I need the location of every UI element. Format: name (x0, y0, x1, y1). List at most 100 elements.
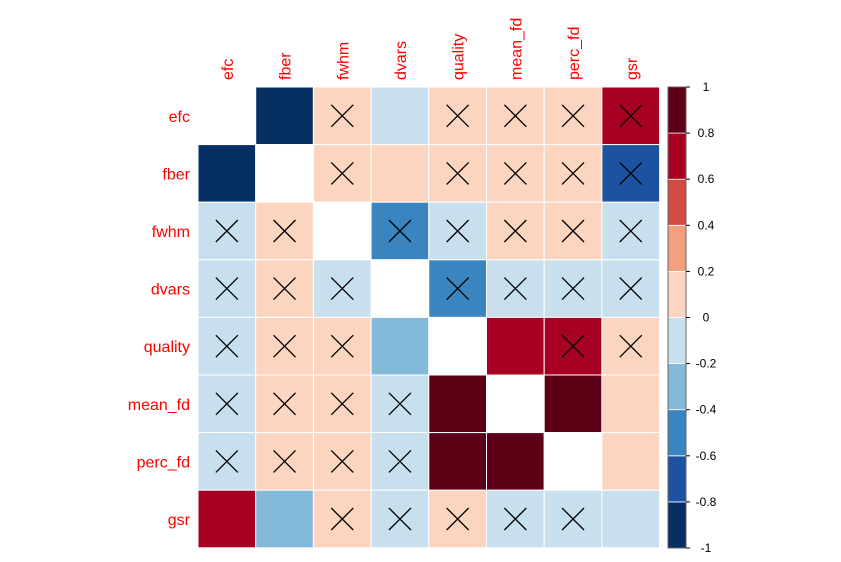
cross-mark-dvars-fwhm (330, 277, 354, 301)
colorbar-tick-label-10: -1 (701, 541, 712, 555)
cross-mark-efc-mean_fd (503, 104, 527, 128)
cell-perc_fd-mean_fd (486, 432, 545, 491)
cell-quality-mean_fd (486, 316, 545, 376)
cross-mark-gsr-perc_fd (561, 507, 585, 531)
colorbar-tick-label-9: -0.8 (696, 495, 717, 509)
cross-mark-quality-perc_fd (561, 334, 585, 358)
column-label-efc: efc (220, 59, 237, 80)
cell-fber-dvars (370, 144, 430, 203)
cross-mark-perc_fd-fwhm (330, 449, 354, 473)
cross-mark-mean_fd-efc (215, 392, 239, 416)
colorbar-tick-label-2: 0.6 (698, 172, 715, 186)
row-label-perc_fd: perc_fd (137, 454, 190, 471)
colorbar-tick-label-0: 1 (703, 80, 710, 94)
cross-mark-mean_fd-fwhm (330, 392, 354, 416)
cell-mean_fd-quality (428, 374, 487, 434)
cell-mean_fd-perc_fd (543, 374, 603, 434)
cross-mark-quality-fwhm (330, 334, 354, 358)
cross-mark-dvars-efc (215, 277, 239, 301)
cell-gsr-dvars (370, 489, 430, 549)
row-label-fwhm: fwhm (152, 224, 190, 241)
cross-mark-efc-gsr (619, 104, 643, 128)
cross-mark-fwhm-gsr (619, 219, 643, 243)
cross-mark-dvars-fber (273, 277, 297, 301)
cell-fwhm-fwhm (312, 201, 372, 261)
cross-mark-fwhm-perc_fd (561, 219, 585, 243)
cell-perc_fd-perc_fd (543, 432, 603, 491)
cross-mark-efc-quality (446, 104, 470, 128)
colorbar-tick-label-6: -0.2 (696, 357, 717, 371)
cell-gsr-efc (197, 489, 257, 549)
colorbar-bin-2 (667, 409, 687, 457)
cell-quality-dvars (370, 316, 430, 376)
cell-efc-dvars (370, 86, 430, 146)
row-label-dvars: dvars (151, 282, 190, 299)
cross-mark-quality-gsr (619, 334, 643, 358)
column-label-perc_fd: perc_fd (566, 27, 583, 80)
colorbar-bin-0 (667, 501, 687, 549)
colorbar-bin-8 (667, 132, 687, 180)
cross-mark-fwhm-fber (273, 219, 297, 243)
column-labels: efc fber fwhm dvars quality mean_fd perc_fd gsr (220, 18, 641, 80)
column-label-dvars: dvars (393, 41, 410, 80)
cross-mark-efc-fwhm (330, 104, 354, 128)
colorbar-bin-9 (667, 86, 687, 134)
colorbar-tick-label-1: 0.8 (698, 126, 715, 140)
colorbar: 1 0.8 0.6 0.4 0.2 0 -0.2 -0.4 -0.6 -0.8 -1 (667, 80, 717, 555)
cell-quality-quality (428, 316, 487, 376)
cross-mark-mean_fd-fber (273, 392, 297, 416)
row-label-gsr: gsr (168, 512, 191, 529)
cross-mark-fber-perc_fd (561, 161, 585, 185)
cross-mark-dvars-quality (446, 277, 470, 301)
matrix-cells (197, 86, 661, 549)
cell-gsr-gsr (601, 489, 661, 549)
cross-mark-dvars-gsr (619, 277, 643, 301)
colorbar-tick-label-8: -0.6 (696, 449, 717, 463)
cross-mark-fwhm-mean_fd (503, 219, 527, 243)
column-label-quality: quality (451, 34, 468, 80)
colorbar-tick-label-3: 0.4 (698, 218, 715, 232)
cross-mark-fwhm-dvars (388, 219, 412, 243)
column-label-fwhm: fwhm (335, 42, 352, 80)
cell-fber-fber (255, 144, 314, 203)
row-label-mean_fd: mean_fd (128, 397, 190, 414)
cross-mark-quality-fber (273, 334, 297, 358)
cross-mark-perc_fd-fber (273, 449, 297, 473)
cross-mark-gsr-fwhm (330, 507, 354, 531)
cross-mark-fber-mean_fd (503, 161, 527, 185)
cell-perc_fd-gsr (601, 432, 661, 491)
cell-dvars-dvars (370, 259, 430, 318)
cross-mark-perc_fd-dvars (388, 449, 412, 473)
cross-mark-dvars-perc_fd (561, 277, 585, 301)
cell-fber-efc (197, 144, 257, 203)
cell-fber-mean_fd (486, 144, 545, 203)
cross-mark-fber-fwhm (330, 161, 354, 185)
cross-mark-efc-perc_fd (561, 104, 585, 128)
cell-gsr-fber (255, 489, 314, 549)
colorbar-tick-label-5: 0 (703, 311, 710, 325)
colorbar-bin-1 (667, 455, 687, 503)
cross-mark-perc_fd-efc (215, 449, 239, 473)
cross-mark-mean_fd-dvars (388, 392, 412, 416)
colorbar-bin-6 (667, 224, 687, 272)
cell-mean_fd-mean_fd (486, 374, 545, 434)
cross-mark-fwhm-quality (446, 219, 470, 243)
colorbar-bin-7 (667, 178, 687, 226)
cross-mark-quality-efc (215, 334, 239, 358)
colorbar-bin-4 (667, 317, 687, 364)
colorbar-bin-3 (667, 363, 687, 411)
cross-mark-dvars-mean_fd (503, 277, 527, 301)
cross-mark-gsr-dvars (388, 507, 412, 531)
cell-efc-efc (197, 86, 257, 146)
column-label-gsr: gsr (624, 57, 641, 80)
cell-perc_fd-quality (428, 432, 487, 491)
cell-fwhm-quality (428, 201, 487, 261)
cross-mark-fber-quality (446, 161, 470, 185)
row-label-fber: fber (162, 166, 190, 183)
row-label-quality: quality (144, 339, 190, 356)
cross-mark-fwhm-efc (215, 219, 239, 243)
cross-mark-gsr-quality (446, 507, 470, 531)
